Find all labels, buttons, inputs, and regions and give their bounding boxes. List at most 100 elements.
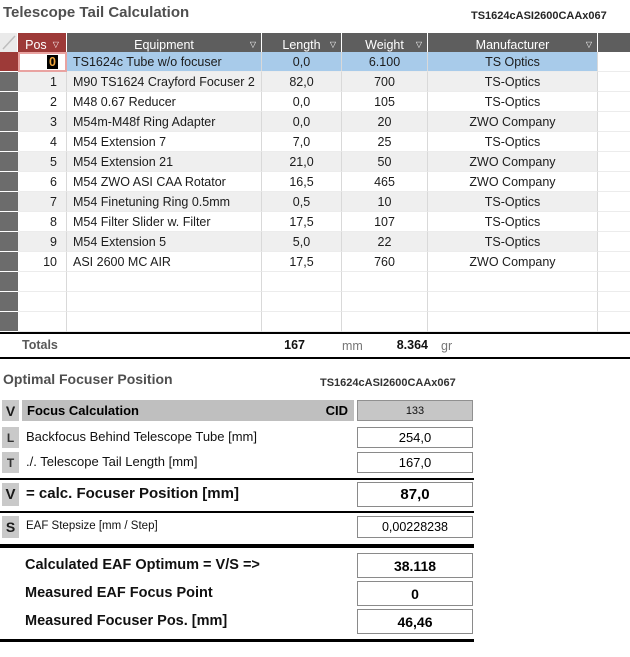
measured-eaf-value[interactable]: 0 (357, 581, 473, 606)
cell-pos[interactable]: 10 (18, 252, 67, 272)
cell-stub[interactable] (598, 92, 630, 112)
cell-manufacturer[interactable]: TS-Optics (428, 212, 598, 232)
row-gutter[interactable] (0, 232, 18, 252)
cell-equipment[interactable]: M54 Filter Slider w. Filter (67, 212, 262, 232)
row-gutter[interactable] (0, 212, 18, 232)
cell-equipment[interactable]: M48 0.67 Reducer (67, 92, 262, 112)
table-row[interactable]: 8 M54 Filter Slider w. Filter 17,5 107 T… (0, 212, 630, 232)
cell-weight[interactable]: 10 (342, 192, 428, 212)
cell-manufacturer[interactable]: TS-Optics (428, 92, 598, 112)
cell-equipment[interactable]: TS1624c Tube w/o focuser (67, 52, 262, 72)
cell-pos[interactable] (18, 272, 67, 292)
cell-stub[interactable] (598, 212, 630, 232)
cell-pos[interactable]: 3 (18, 112, 67, 132)
cell-equipment[interactable] (67, 312, 262, 332)
focuser-position-value[interactable]: 87,0 (357, 482, 473, 507)
row-gutter[interactable] (0, 192, 18, 212)
cell-length[interactable]: 17,5 (262, 252, 342, 272)
cell-length[interactable]: 7,0 (262, 132, 342, 152)
cell-weight[interactable]: 20 (342, 112, 428, 132)
cell-pos[interactable]: 6 (18, 172, 67, 192)
cell-length[interactable]: 21,0 (262, 152, 342, 172)
cell-stub[interactable] (598, 52, 630, 72)
filter-dropdown-icon[interactable]: ▽ (52, 40, 59, 49)
table-row-empty[interactable] (0, 272, 630, 292)
cell-weight[interactable]: 22 (342, 232, 428, 252)
row-gutter[interactable] (0, 72, 18, 92)
filter-dropdown-icon[interactable]: ▽ (249, 40, 256, 49)
row-gutter[interactable] (0, 112, 18, 132)
table-row[interactable]: 2 M48 0.67 Reducer 0,0 105 TS-Optics (0, 92, 630, 112)
cell-length[interactable] (262, 312, 342, 332)
cell-equipment[interactable] (67, 272, 262, 292)
filter-dropdown-icon[interactable]: ▽ (329, 40, 336, 49)
cell-stub[interactable] (598, 152, 630, 172)
cell-pos[interactable]: 4 (18, 132, 67, 152)
table-row[interactable]: 5 M54 Extension 21 21,0 50 ZWO Company (0, 152, 630, 172)
cell-weight[interactable]: 760 (342, 252, 428, 272)
cell-length[interactable]: 0,5 (262, 192, 342, 212)
cell-length[interactable] (262, 292, 342, 312)
cell-stub[interactable] (598, 232, 630, 252)
cell-stub[interactable] (598, 72, 630, 92)
cell-weight[interactable] (342, 272, 428, 292)
cell-stub[interactable] (598, 272, 630, 292)
cell-manufacturer[interactable] (428, 312, 598, 332)
cell-equipment[interactable]: M54 Finetuning Ring 0.5mm (67, 192, 262, 212)
cell-pos[interactable]: 1 (18, 72, 67, 92)
cell-manufacturer[interactable] (428, 272, 598, 292)
table-row[interactable]: 6 M54 ZWO ASI CAA Rotator 16,5 465 ZWO C… (0, 172, 630, 192)
cell-stub[interactable] (598, 132, 630, 152)
row-gutter[interactable] (0, 272, 18, 292)
cell-length[interactable]: 5,0 (262, 232, 342, 252)
cid-value[interactable]: 133 (357, 400, 473, 421)
cell-pos[interactable]: 0 (18, 52, 67, 72)
table-row[interactable]: 0 TS1624c Tube w/o focuser 0,0 6.100 TS … (0, 52, 630, 72)
row-gutter[interactable] (0, 52, 18, 72)
cell-manufacturer[interactable]: ZWO Company (428, 112, 598, 132)
cell-length[interactable]: 0,0 (262, 52, 342, 72)
row-gutter[interactable] (0, 92, 18, 112)
cell-manufacturer[interactable]: TS-Optics (428, 72, 598, 92)
cell-equipment[interactable]: M54 Extension 7 (67, 132, 262, 152)
row-gutter[interactable] (0, 132, 18, 152)
cell-stub[interactable] (598, 292, 630, 312)
cell-weight[interactable]: 6.100 (342, 52, 428, 72)
cell-pos[interactable]: 7 (18, 192, 67, 212)
tail-length-value[interactable]: 167,0 (357, 452, 473, 473)
cell-equipment[interactable]: M54 Extension 5 (67, 232, 262, 252)
cell-pos[interactable] (18, 292, 67, 312)
cell-equipment[interactable]: M54 Extension 21 (67, 152, 262, 172)
cell-equipment[interactable]: M90 TS1624 Crayford Focuser 2 (67, 72, 262, 92)
cell-pos[interactable]: 8 (18, 212, 67, 232)
select-all-corner[interactable] (0, 33, 18, 57)
eaf-optimum-value[interactable]: 38.118 (357, 553, 473, 578)
table-row-empty[interactable] (0, 312, 630, 332)
cell-manufacturer[interactable]: ZWO Company (428, 172, 598, 192)
cell-pos[interactable]: 9 (18, 232, 67, 252)
cell-stub[interactable] (598, 112, 630, 132)
cell-weight[interactable] (342, 292, 428, 312)
filter-dropdown-icon[interactable]: ▽ (585, 40, 592, 49)
cell-equipment[interactable] (67, 292, 262, 312)
row-gutter[interactable] (0, 252, 18, 272)
cell-weight[interactable] (342, 312, 428, 332)
cell-weight[interactable]: 50 (342, 152, 428, 172)
eaf-stepsize-value[interactable]: 0,00228238 (357, 516, 473, 538)
cell-length[interactable]: 17,5 (262, 212, 342, 232)
table-row[interactable]: 10 ASI 2600 MC AIR 17,5 760 ZWO Company (0, 252, 630, 272)
cell-pos[interactable]: 2 (18, 92, 67, 112)
cell-manufacturer[interactable]: TS-Optics (428, 232, 598, 252)
row-gutter[interactable] (0, 312, 18, 332)
cell-equipment[interactable]: M54 ZWO ASI CAA Rotator (67, 172, 262, 192)
measured-focuser-value[interactable]: 46,46 (357, 609, 473, 634)
cell-length[interactable]: 16,5 (262, 172, 342, 192)
table-row[interactable]: 9 M54 Extension 5 5,0 22 TS-Optics (0, 232, 630, 252)
cell-manufacturer[interactable] (428, 292, 598, 312)
cell-weight[interactable]: 465 (342, 172, 428, 192)
cell-length[interactable]: 0,0 (262, 92, 342, 112)
cell-manufacturer[interactable]: TS-Optics (428, 132, 598, 152)
cell-manufacturer[interactable]: ZWO Company (428, 252, 598, 272)
cell-length[interactable] (262, 272, 342, 292)
cell-manufacturer[interactable]: TS-Optics (428, 192, 598, 212)
